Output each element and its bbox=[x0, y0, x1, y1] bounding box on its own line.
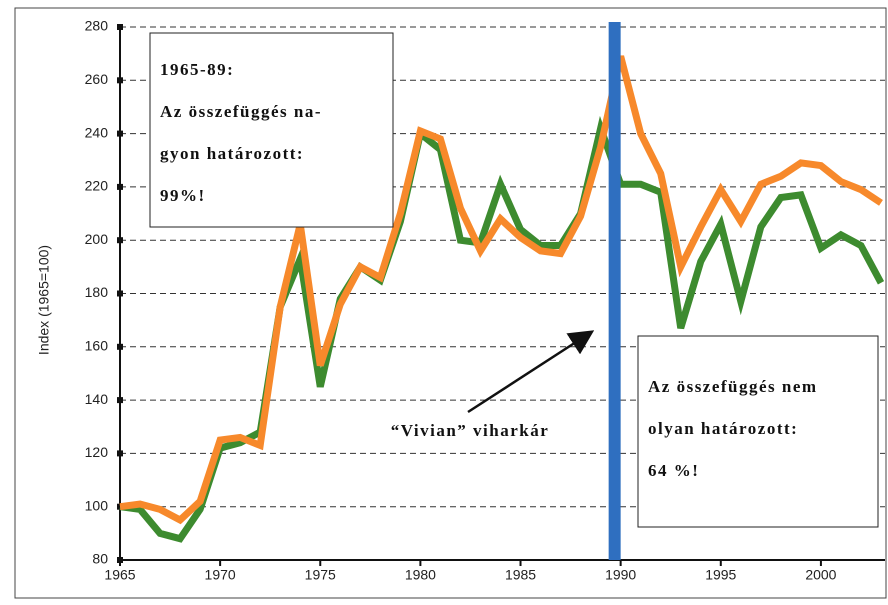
text-box bbox=[149, 32, 394, 228]
y-tick-label: 80 bbox=[92, 551, 108, 567]
box-text: gyon határozott: bbox=[160, 144, 304, 163]
box-text: Az összefüggés na- bbox=[160, 102, 322, 121]
y-tick-label: 160 bbox=[85, 338, 109, 354]
box-text: olyan határozott: bbox=[648, 419, 798, 438]
y-axis-label: Index (1965=100) bbox=[36, 245, 52, 355]
x-tick-label: 1975 bbox=[305, 567, 336, 583]
y-tick-label: 140 bbox=[85, 391, 109, 407]
y-tick-label: 100 bbox=[85, 497, 109, 513]
y-tick-label: 180 bbox=[85, 284, 109, 300]
x-tick-label: 1985 bbox=[505, 567, 536, 583]
box-text: 1965-89: bbox=[160, 60, 234, 79]
x-tick-label: 1995 bbox=[705, 567, 736, 583]
box-text: Az összefüggés nem bbox=[648, 377, 818, 396]
x-tick-label: 2000 bbox=[805, 567, 836, 583]
arrow bbox=[467, 330, 595, 414]
box-text: 64 %! bbox=[648, 461, 699, 480]
y-tick-label: 220 bbox=[85, 178, 109, 194]
text-box bbox=[637, 335, 879, 528]
x-tick-label: 1990 bbox=[605, 567, 636, 583]
frame bbox=[14, 7, 887, 599]
y-tick-label: 200 bbox=[85, 231, 109, 247]
data-line bbox=[119, 55, 883, 525]
annotation: “Vivian” viharkár bbox=[391, 421, 550, 440]
y-tick-label: 120 bbox=[85, 444, 109, 460]
x-tick-label: 1970 bbox=[205, 567, 236, 583]
vertical-marker bbox=[608, 22, 621, 560]
box-text: 99%! bbox=[160, 186, 206, 205]
y-tick-label: 260 bbox=[85, 71, 109, 87]
y-tick-label: 280 bbox=[85, 18, 109, 34]
x-tick-label: 1965 bbox=[104, 567, 135, 583]
y-tick-label: 240 bbox=[85, 124, 109, 140]
x-tick-label: 1980 bbox=[405, 567, 436, 583]
